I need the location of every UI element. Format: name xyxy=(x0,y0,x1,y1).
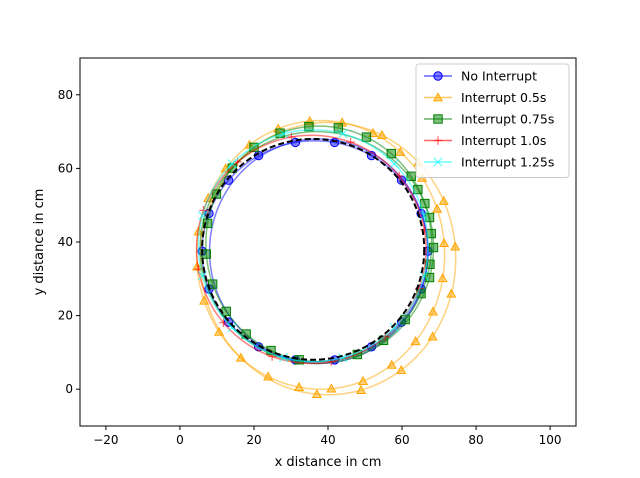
data-point xyxy=(287,132,296,142)
legend-label: Interrupt 0.5s xyxy=(461,90,546,105)
data-point xyxy=(201,249,211,259)
legend-item: Interrupt 1.25s xyxy=(424,155,554,170)
data-point xyxy=(333,123,344,133)
data-point xyxy=(433,71,443,81)
data-point xyxy=(356,384,367,394)
x-tick-label: 100 xyxy=(539,433,562,447)
data-point xyxy=(437,272,448,283)
data-point xyxy=(192,261,203,271)
x-tick-label: 40 xyxy=(320,433,335,447)
legend-item: Interrupt 1.0s xyxy=(424,133,546,148)
data-point xyxy=(311,388,322,399)
data-point xyxy=(389,323,399,333)
legend-label: Interrupt 0.75s xyxy=(461,112,554,127)
data-point xyxy=(326,383,337,393)
data-point xyxy=(278,129,289,139)
data-point xyxy=(395,146,406,156)
data-point xyxy=(428,242,439,253)
data-point xyxy=(419,211,429,221)
x-tick-label: 0 xyxy=(176,433,184,447)
data-point xyxy=(227,323,237,333)
data-point xyxy=(376,129,388,140)
legend-box xyxy=(415,63,570,178)
x-axis-label: x distance in cm xyxy=(275,455,382,470)
data-point xyxy=(338,129,348,139)
legend-label: Interrupt 1.25s xyxy=(461,155,554,170)
data-point xyxy=(410,335,421,346)
data-point xyxy=(197,211,207,221)
y-tick-label: 20 xyxy=(58,309,73,323)
x-tick-label: 60 xyxy=(394,433,409,447)
data-point xyxy=(357,375,369,385)
data-point xyxy=(386,359,397,369)
y-tick-label: 40 xyxy=(58,235,73,249)
series-interrupt-1-25s xyxy=(197,129,429,363)
data-point xyxy=(450,241,461,251)
legend: No Interrupt Interrupt 0.5s Interrupt 0.75… xyxy=(415,63,570,178)
legend-item: Interrupt 0.75s xyxy=(424,112,554,127)
reference-circle xyxy=(201,137,426,361)
x-tick-label: 80 xyxy=(468,433,483,447)
data-point xyxy=(221,306,231,317)
data-point xyxy=(446,288,457,298)
data-point xyxy=(227,159,237,169)
data-point xyxy=(304,121,314,132)
legend-item: Interrupt 0.5s xyxy=(424,90,546,105)
y-tick-label: 60 xyxy=(58,161,73,175)
data-point xyxy=(427,306,439,316)
series-line xyxy=(195,119,446,390)
data-point xyxy=(433,136,443,145)
data-point xyxy=(396,364,407,374)
legend-label: Interrupt 1.0s xyxy=(461,133,546,148)
data-point xyxy=(432,92,444,102)
data-point xyxy=(433,114,443,124)
data-point xyxy=(219,318,228,327)
y-tick-label: 80 xyxy=(58,88,73,102)
x-tick-label: 20 xyxy=(246,433,261,447)
reference-layer xyxy=(201,137,426,361)
data-point xyxy=(432,203,443,213)
x-axis-ticks: −20 0 20 40 60 80 100 xyxy=(93,426,562,447)
y-axis-ticks: 0 20 40 60 80 xyxy=(58,88,80,396)
data-point xyxy=(278,353,289,363)
series-line xyxy=(197,129,429,363)
data-point xyxy=(427,331,438,341)
x-tick-label: −20 xyxy=(93,433,118,447)
data-point xyxy=(433,157,443,167)
data-point xyxy=(361,132,372,142)
y-tick-label: 0 xyxy=(65,382,73,396)
data-point xyxy=(389,159,399,169)
data-point xyxy=(438,195,449,205)
data-point xyxy=(439,237,450,248)
legend-item: No Interrupt xyxy=(424,69,537,84)
y-axis-label: y distance in cm xyxy=(32,189,47,296)
legend-label: No Interrupt xyxy=(461,69,537,84)
